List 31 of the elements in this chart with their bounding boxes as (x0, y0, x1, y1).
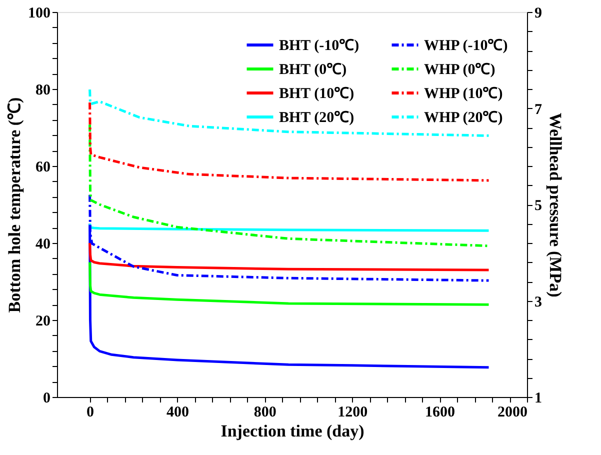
legend-label: WHP (0℃) (424, 62, 496, 78)
legend-label: BHT (10℃) (279, 86, 354, 102)
y-tick-label: 80 (36, 82, 50, 98)
y-tick-label: 40 (36, 236, 50, 252)
line-series (88, 261, 490, 306)
y2-tick-label: 3 (534, 294, 542, 310)
y2-axis-title: Wellhead pressure (MPa) (546, 112, 565, 298)
x-tick-label: 1200 (338, 404, 368, 420)
legend-label: BHT (0℃) (279, 62, 347, 78)
line-series (88, 222, 490, 232)
x-tick-label: 2000 (498, 404, 528, 420)
x-tick-label: 800 (254, 404, 276, 420)
y2-tick-label: 9 (534, 6, 542, 22)
y-tick-label: 60 (36, 160, 50, 176)
legend-label: WHP (-10℃) (424, 38, 508, 54)
line-series (88, 242, 490, 272)
x-tick-label: 1600 (425, 404, 456, 420)
x-tick-label: 400 (166, 404, 189, 420)
legend-label: WHP (10℃) (424, 86, 503, 102)
y-tick-label: 0 (43, 390, 50, 406)
y2-tick-label: 5 (534, 198, 542, 214)
y2-tick-label: 7 (534, 102, 542, 118)
y-axis-title: Bottom hole temperature (℃) (5, 97, 24, 313)
y2-tick-label: 1 (534, 390, 542, 406)
y-tick-label: 100 (28, 6, 50, 22)
legend-label: WHP (20℃) (424, 110, 503, 126)
y-tick-label: 20 (36, 314, 50, 330)
legend-label: BHT (20℃) (279, 110, 354, 126)
x-tick-label: 0 (86, 404, 94, 420)
legend-label: BHT (-10℃) (279, 38, 360, 54)
x-axis-title: Injection time (day) (220, 422, 364, 440)
